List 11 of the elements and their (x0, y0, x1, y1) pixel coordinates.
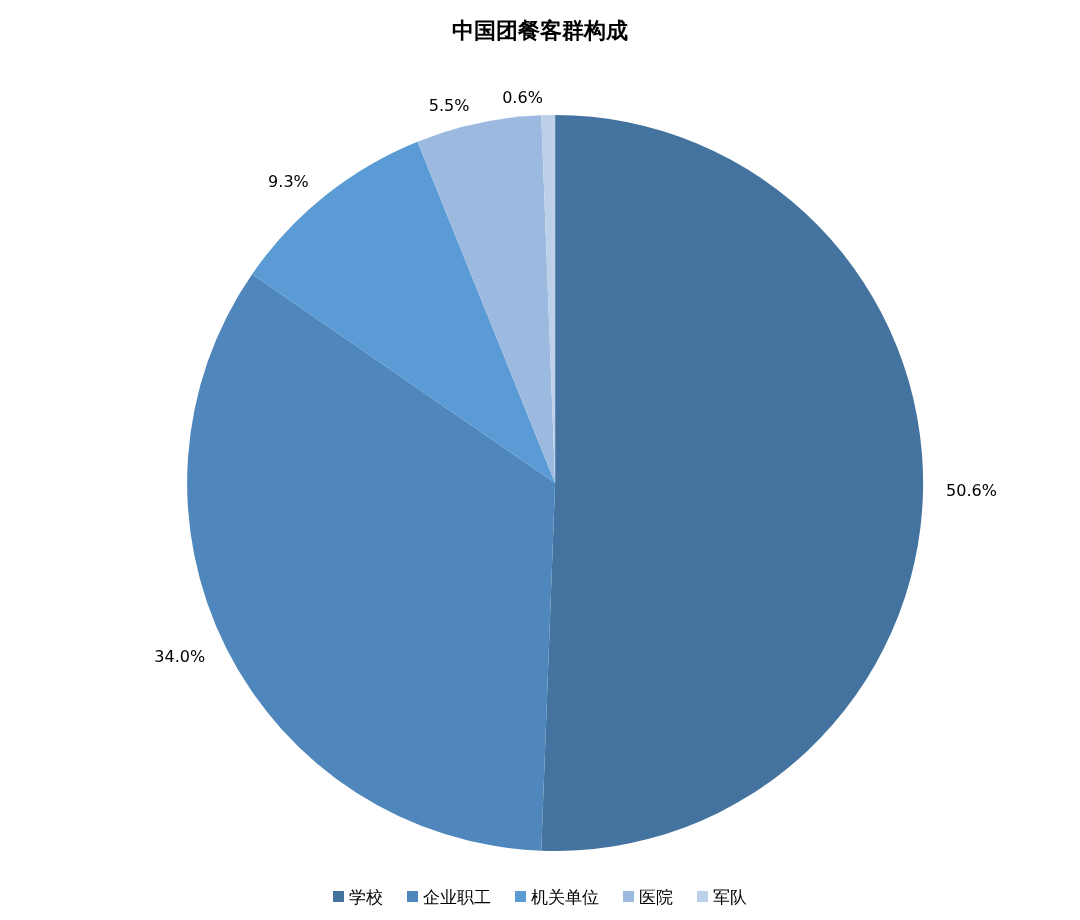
legend-label: 医院 (639, 886, 673, 907)
legend-label: 学校 (349, 886, 383, 907)
chart-title: 中国团餐客群构成 (452, 17, 628, 43)
data-label: 5.5% (428, 96, 470, 116)
legend-label: 机关单位 (531, 886, 599, 907)
legend-label: 企业职工 (423, 886, 491, 907)
data-label: 0.6% (502, 87, 543, 107)
data-label: 34.0% (154, 646, 206, 666)
data-label: 50.6% (946, 480, 997, 500)
legend-label: 军队 (713, 886, 747, 907)
data-label: 9.3% (268, 172, 309, 192)
